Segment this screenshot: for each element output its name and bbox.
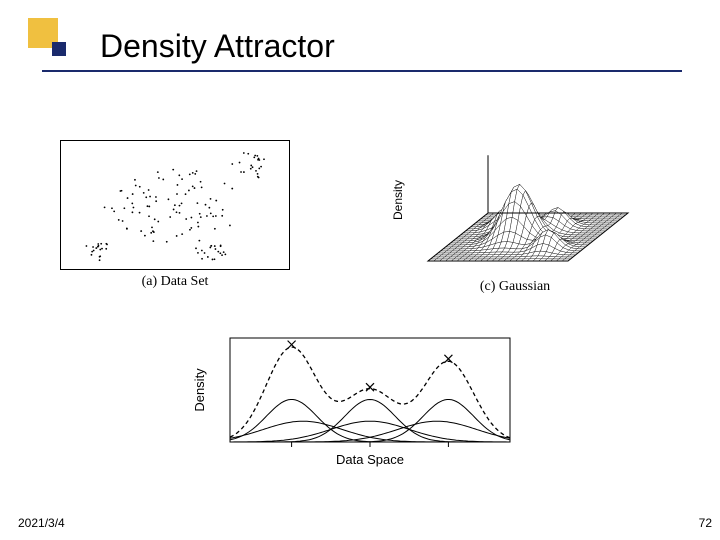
panel-b-density: Data Space Density <box>190 330 520 470</box>
svg-text:Data Space: Data Space <box>336 452 404 467</box>
panel-c-caption: (c) Gaussian <box>390 279 640 295</box>
density-curves: Data Space Density <box>190 330 520 470</box>
slide-page-number: 72 <box>699 516 712 530</box>
panel-a-caption: (a) Data Set <box>60 274 290 290</box>
svg-text:Density: Density <box>391 180 405 220</box>
surface-plot: Density <box>390 130 640 275</box>
panel-c-gaussian: Density (c) Gaussian <box>390 130 640 300</box>
slide-title: Density Attractor <box>100 28 335 65</box>
deco-navy-square <box>52 42 66 56</box>
panel-a-dataset: (a) Data Set <box>60 140 290 300</box>
svg-text:Density: Density <box>192 368 207 412</box>
slide-date: 2021/3/4 <box>18 516 65 530</box>
corner-decoration <box>28 18 78 68</box>
figure-area: (a) Data Set Density (c) Gaussian Data S… <box>60 130 660 490</box>
scatter-plot <box>60 140 290 270</box>
title-underline <box>42 70 682 72</box>
